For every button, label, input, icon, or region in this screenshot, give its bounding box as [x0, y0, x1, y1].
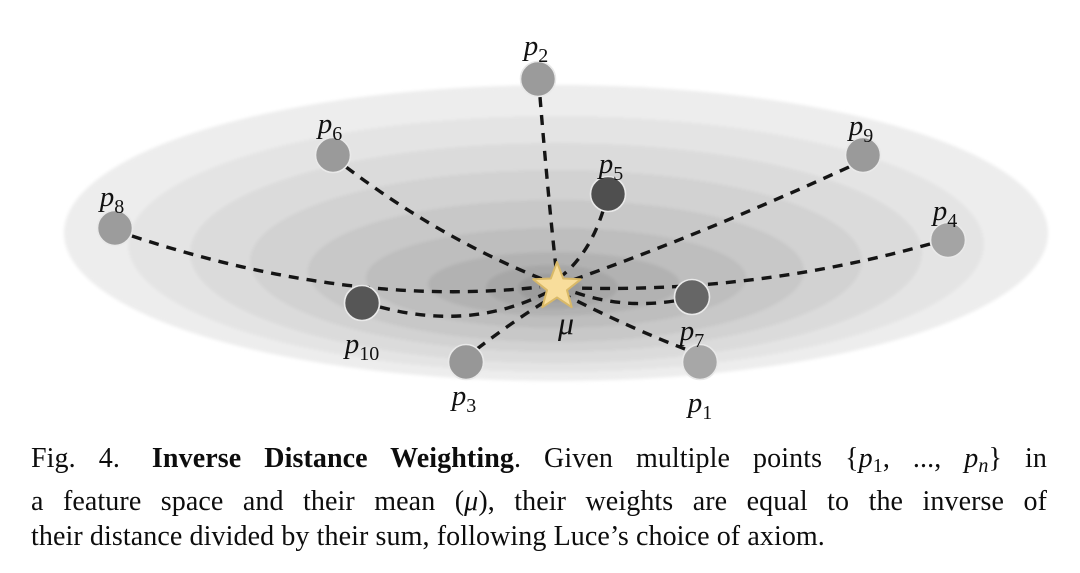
- point-p9: [844, 136, 882, 174]
- caption-title: Inverse Distance Weighting: [151, 443, 514, 474]
- caption-line-3: their distance divided by their sum, fol…: [31, 519, 1047, 554]
- data-points: [96, 60, 967, 381]
- caption-text: their distance divided by their sum, fol…: [31, 521, 825, 552]
- distance-line-p3: [475, 297, 550, 351]
- point-labels: p1 p2 p3 p4 p5 p6 p7 p8 p9 p10 μ: [98, 30, 958, 424]
- label-p5: p5: [597, 148, 624, 185]
- caption-fig-label: Fig. 4.: [31, 443, 120, 474]
- caption-math-mu: μ: [464, 486, 479, 517]
- point-p2: [519, 60, 557, 98]
- label-p8: p8: [98, 181, 125, 218]
- caption-math-p1: p: [858, 443, 873, 474]
- label-p10: p10: [343, 328, 380, 365]
- caption-text: . Given multiple points {: [513, 443, 859, 474]
- caption-text: } in: [988, 443, 1047, 474]
- figure-caption: Fig. 4. Inverse Distance Weighting. Give…: [31, 441, 1047, 554]
- caption-math-pn-sub: n: [978, 455, 989, 477]
- distance-line-p4: [575, 242, 931, 291]
- caption-text: ), their weights are equal to the invers…: [478, 486, 1048, 517]
- label-p9: p9: [847, 110, 874, 147]
- distance-lines: [131, 96, 931, 351]
- point-p7: [673, 278, 711, 316]
- mean-star-icon: [532, 261, 582, 309]
- point-p10: [343, 284, 381, 322]
- caption-line-1: Fig. 4. Inverse Distance Weighting. Give…: [31, 441, 1047, 484]
- caption-text: , ...,: [882, 443, 965, 474]
- label-p3: p3: [450, 380, 477, 417]
- point-p3: [447, 343, 485, 381]
- point-p6: [314, 136, 352, 174]
- density-rings: [64, 85, 1048, 381]
- point-p4: [929, 221, 967, 259]
- label-p1: p1: [686, 387, 713, 424]
- figure-diagram: p1 p2 p3 p4 p5 p6 p7 p8 p9 p10 μ: [64, 30, 1048, 424]
- label-p6: p6: [316, 108, 343, 145]
- mean-label: μ: [557, 305, 574, 341]
- point-p5: [589, 175, 627, 213]
- distance-line-p6: [344, 165, 543, 281]
- caption-text: a feature space and their mean (: [31, 486, 465, 517]
- label-p7: p7: [678, 315, 705, 352]
- distance-line-p9: [569, 165, 850, 283]
- point-p8: [96, 209, 134, 247]
- distance-line-p8: [131, 234, 541, 294]
- label-p4: p4: [931, 195, 958, 232]
- distance-line-p10: [379, 291, 547, 318]
- caption-line-2: a feature space and their mean (μ), thei…: [31, 484, 1047, 519]
- caption-math-p1-sub: 1: [872, 455, 883, 477]
- label-p2: p2: [522, 30, 549, 67]
- caption-math-pn: p: [964, 443, 979, 474]
- point-p1: [681, 343, 719, 381]
- distance-line-p5: [561, 210, 605, 277]
- distance-line-p1: [566, 294, 686, 351]
- distance-line-p2: [538, 96, 558, 269]
- distance-line-p7: [573, 290, 675, 306]
